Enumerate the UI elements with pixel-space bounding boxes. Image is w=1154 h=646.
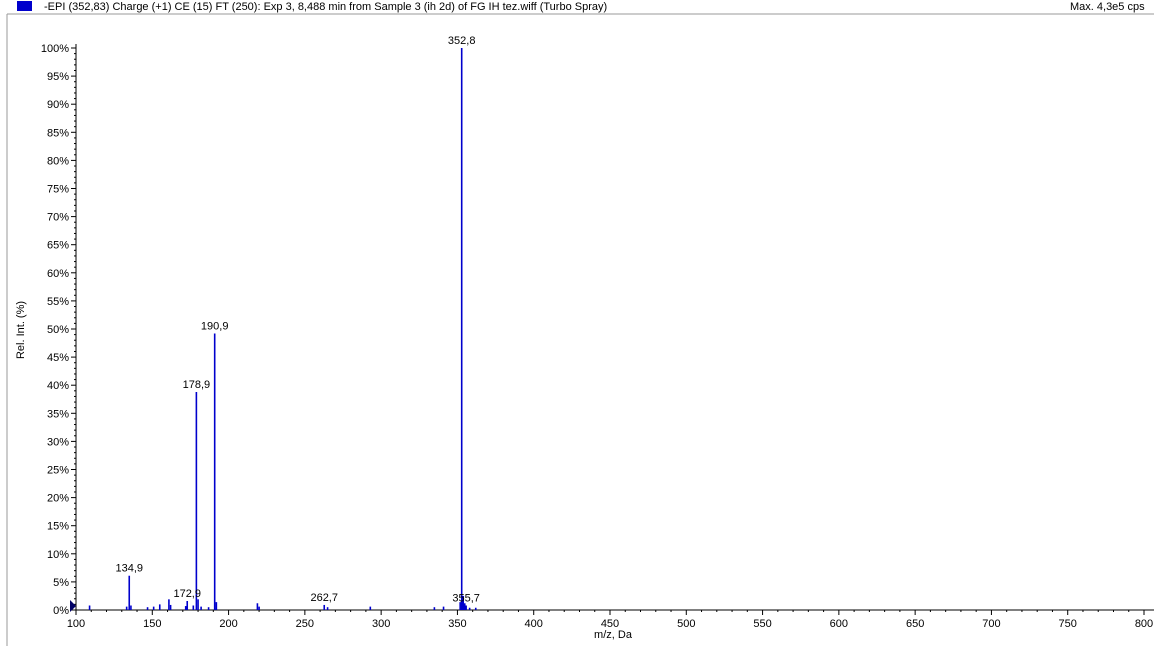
y-tick-label: 80% (47, 155, 69, 167)
x-tick-label: 750 (1059, 618, 1077, 630)
y-tick-label: 90% (47, 99, 69, 111)
y-tick-label: 0% (53, 605, 69, 617)
y-tick-label: 35% (47, 408, 69, 420)
series-color-swatch (17, 1, 32, 11)
x-axis-title: m/z, Da (594, 629, 633, 641)
peak-label: 190,9 (201, 320, 229, 332)
y-tick-label: 60% (47, 268, 69, 280)
x-tick-label: 400 (525, 618, 543, 630)
x-tick-label: 450 (601, 618, 619, 630)
x-tick-label: 100 (67, 618, 85, 630)
x-tick-label: 550 (753, 618, 771, 630)
y-tick-label: 30% (47, 436, 69, 448)
peak-label: 172,9 (173, 588, 201, 600)
y-tick-label: 5% (53, 577, 69, 589)
y-tick-label: 50% (47, 324, 69, 336)
y-tick-label: 85% (47, 127, 69, 139)
y-tick-label: 45% (47, 352, 69, 364)
peak-label: 262,7 (310, 592, 338, 604)
y-tick-label: 40% (47, 380, 69, 392)
y-tick-label: 75% (47, 184, 69, 196)
x-tick-label: 250 (296, 618, 314, 630)
x-tick-label: 200 (219, 618, 237, 630)
peak-label: 134,9 (115, 563, 143, 575)
y-tick-label: 70% (47, 212, 69, 224)
x-tick-label: 700 (982, 618, 1000, 630)
y-tick-label: 100% (41, 43, 69, 55)
x-tick-label: 500 (677, 618, 695, 630)
y-tick-label: 55% (47, 296, 69, 308)
y-axis-title: Rel. Int. (%) (15, 301, 27, 359)
x-tick-label: 650 (906, 618, 924, 630)
x-tick-label: 600 (830, 618, 848, 630)
y-tick-label: 15% (47, 521, 69, 533)
y-tick-label: 65% (47, 240, 69, 252)
x-tick-label: 800 (1135, 618, 1153, 630)
max-intensity-label: Max. 4,3e5 cps (1070, 1, 1145, 13)
x-tick-label: 350 (448, 618, 466, 630)
y-tick-label: 10% (47, 549, 69, 561)
x-tick-label: 300 (372, 618, 390, 630)
spectrum-title: -EPI (352,83) Charge (+1) CE (15) FT (25… (44, 1, 608, 13)
y-tick-label: 25% (47, 465, 69, 477)
peak-label: 178,9 (183, 379, 211, 391)
y-tick-label: 20% (47, 493, 69, 505)
x-tick-label: 150 (143, 618, 161, 630)
peak-label: 352,8 (448, 35, 476, 47)
peak-label: 355,7 (452, 593, 480, 605)
origin-marker (70, 600, 76, 612)
y-tick-label: 95% (47, 71, 69, 83)
